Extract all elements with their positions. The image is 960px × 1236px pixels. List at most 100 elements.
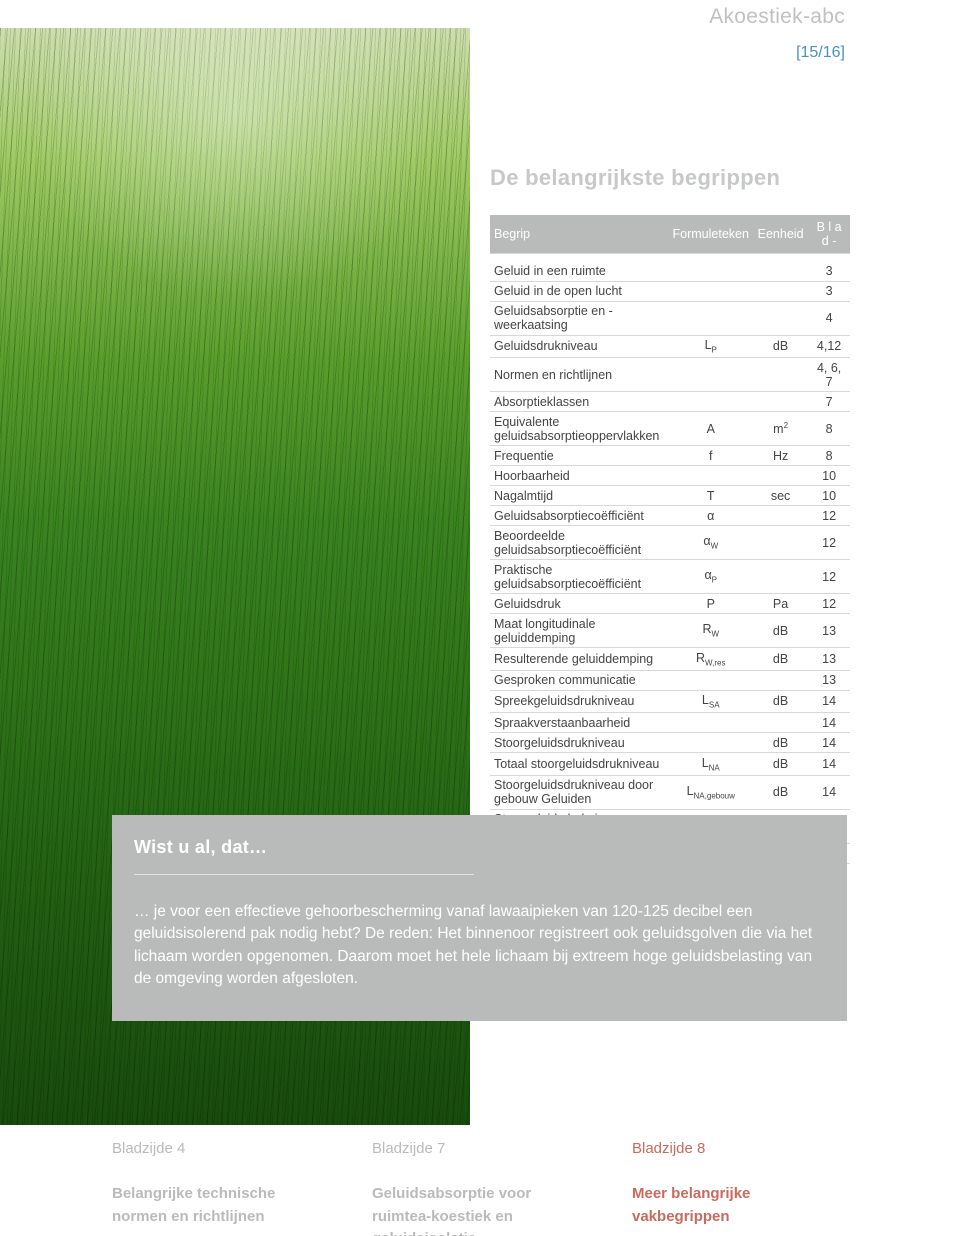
table-row: Spraakverstaanbaarheid14 bbox=[490, 713, 850, 733]
cell-eenheid: sec bbox=[753, 486, 808, 506]
cell-begrip: Maat longitudinale geluiddemping bbox=[490, 614, 669, 648]
cell-blad: 3 bbox=[808, 281, 850, 301]
cell-formuleteken: LNA,gebouw bbox=[669, 775, 753, 809]
cell-eenheid bbox=[753, 466, 808, 486]
cell-blad: 14 bbox=[808, 775, 850, 809]
cell-begrip: Frequentie bbox=[490, 446, 669, 466]
table-row: FrequentiefHz8 bbox=[490, 446, 850, 466]
cell-blad: 12 bbox=[808, 526, 850, 560]
cell-formuleteken: RW bbox=[669, 614, 753, 648]
table-row: Stoorgeluidsdrukniveau door gebouw Gelui… bbox=[490, 775, 850, 809]
cell-formuleteken bbox=[669, 262, 753, 282]
cell-blad: 4 bbox=[808, 301, 850, 335]
cell-eenheid bbox=[753, 670, 808, 690]
cell-begrip: Gesproken communicatie bbox=[490, 670, 669, 690]
cell-formuleteken: αP bbox=[669, 560, 753, 594]
cell-begrip: Hoorbaarheid bbox=[490, 466, 669, 486]
cell-begrip: Geluid in een ruimte bbox=[490, 262, 669, 282]
cell-formuleteken: f bbox=[669, 446, 753, 466]
cell-formuleteken: A bbox=[669, 412, 753, 446]
table-row: Resulterende geluiddempingRW,resdB13 bbox=[490, 648, 850, 671]
cell-blad: 8 bbox=[808, 446, 850, 466]
cell-eenheid: dB bbox=[753, 753, 808, 776]
cell-blad: 13 bbox=[808, 670, 850, 690]
cell-eenheid: m2 bbox=[753, 412, 808, 446]
footer-col-1: Bladzijde 4 Belangrijke technische norme… bbox=[112, 1140, 332, 1236]
table-row: Geluidsabsorptiecoëfficiëntα12 bbox=[490, 506, 850, 526]
cell-blad: 13 bbox=[808, 648, 850, 671]
table-row: Normen en richtlijnen4, 6, 7 bbox=[490, 358, 850, 392]
cell-eenheid bbox=[753, 713, 808, 733]
table-row: Geluid in de open lucht 3 bbox=[490, 281, 850, 301]
cell-formuleteken: LSA bbox=[669, 690, 753, 713]
cell-begrip: Totaal stoorgeluidsdrukniveau bbox=[490, 753, 669, 776]
cell-formuleteken: LP bbox=[669, 335, 753, 358]
cell-begrip: Geluid in de open lucht bbox=[490, 281, 669, 301]
cell-blad: 12 bbox=[808, 594, 850, 614]
cell-formuleteken bbox=[669, 466, 753, 486]
cell-blad: 3 bbox=[808, 262, 850, 282]
cell-formuleteken: RW,res bbox=[669, 648, 753, 671]
cell-blad: 14 bbox=[808, 690, 850, 713]
footer-col-2: Bladzijde 7 Geluidsabsorptie voor ruimte… bbox=[372, 1140, 592, 1236]
cell-blad: 12 bbox=[808, 506, 850, 526]
cell-eenheid bbox=[753, 392, 808, 412]
cell-begrip: Praktische geluidsabsorptiecoëfficiënt bbox=[490, 560, 669, 594]
cell-eenheid: dB bbox=[753, 648, 808, 671]
footer-text-3: Meer belangrijke vakbegrippen bbox=[632, 1183, 852, 1228]
cell-eenheid: dB bbox=[753, 335, 808, 358]
cell-begrip: Nagalmtijd bbox=[490, 486, 669, 506]
cell-blad: 4, 6, 7 bbox=[808, 358, 850, 392]
cell-formuleteken bbox=[669, 392, 753, 412]
cell-formuleteken bbox=[669, 713, 753, 733]
did-you-know-box: Wist u al, dat… … je voor een effectieve… bbox=[112, 815, 847, 1021]
cell-eenheid bbox=[753, 526, 808, 560]
table-row: Equivalente geluidsabsorptieoppervlakken… bbox=[490, 412, 850, 446]
cell-eenheid: Hz bbox=[753, 446, 808, 466]
cell-eenheid bbox=[753, 281, 808, 301]
table-row: GeluidsdrukPPa12 bbox=[490, 594, 850, 614]
cell-blad: 10 bbox=[808, 466, 850, 486]
th-eenheid: Eenheid bbox=[753, 215, 808, 254]
cell-formuleteken: LNA bbox=[669, 753, 753, 776]
page-title: De belangrijkste begrippen bbox=[490, 165, 850, 191]
page-number: [15/16] bbox=[796, 44, 845, 62]
table-row: Gesproken communicatie 13 bbox=[490, 670, 850, 690]
cell-eenheid bbox=[753, 506, 808, 526]
cell-blad: 14 bbox=[808, 713, 850, 733]
cell-formuleteken: αW bbox=[669, 526, 753, 560]
table-row: Totaal stoorgeluidsdrukniveauLNAdB14 bbox=[490, 753, 850, 776]
cell-begrip: Beoordeelde geluidsabsorptiecoëfficiënt bbox=[490, 526, 669, 560]
did-you-know-heading: Wist u al, dat… bbox=[134, 837, 825, 858]
cell-formuleteken bbox=[669, 358, 753, 392]
cell-begrip: Spreekgeluidsdrukniveau bbox=[490, 690, 669, 713]
table-row: Hoorbaarheid 10 bbox=[490, 466, 850, 486]
table-row: Geluidsabsorptie en -weerkaatsing4 bbox=[490, 301, 850, 335]
divider bbox=[134, 874, 474, 875]
cell-blad: 14 bbox=[808, 753, 850, 776]
cell-blad: 13 bbox=[808, 614, 850, 648]
table-row: Absorptieklassen7 bbox=[490, 392, 850, 412]
cell-formuleteken bbox=[669, 670, 753, 690]
cell-eenheid: dB bbox=[753, 733, 808, 753]
did-you-know-body: … je voor een effectieve gehoorbeschermi… bbox=[134, 901, 825, 991]
cell-eenheid bbox=[753, 560, 808, 594]
cell-eenheid: dB bbox=[753, 614, 808, 648]
cell-blad: 7 bbox=[808, 392, 850, 412]
cell-formuleteken bbox=[669, 301, 753, 335]
cell-formuleteken bbox=[669, 733, 753, 753]
cell-formuleteken bbox=[669, 281, 753, 301]
cell-formuleteken: P bbox=[669, 594, 753, 614]
footer-col-3[interactable]: Bladzijde 8 Meer belangrijke vakbegrippe… bbox=[632, 1140, 852, 1236]
cell-blad: 12 bbox=[808, 560, 850, 594]
cell-begrip: Stoorgeluidsdrukniveau bbox=[490, 733, 669, 753]
cell-formuleteken: α bbox=[669, 506, 753, 526]
table-row: Praktische geluidsabsorptiecoëfficiëntαP… bbox=[490, 560, 850, 594]
footer-page-2: Bladzijde 7 bbox=[372, 1140, 592, 1157]
cell-blad: 14 bbox=[808, 733, 850, 753]
brand-label: Akoestiek-abc bbox=[709, 5, 845, 29]
table-row: Maat longitudinale geluiddempingRWdB13 bbox=[490, 614, 850, 648]
cell-blad: 8 bbox=[808, 412, 850, 446]
cell-blad: 4,12 bbox=[808, 335, 850, 358]
th-formuleteken: Formuleteken bbox=[669, 215, 753, 254]
